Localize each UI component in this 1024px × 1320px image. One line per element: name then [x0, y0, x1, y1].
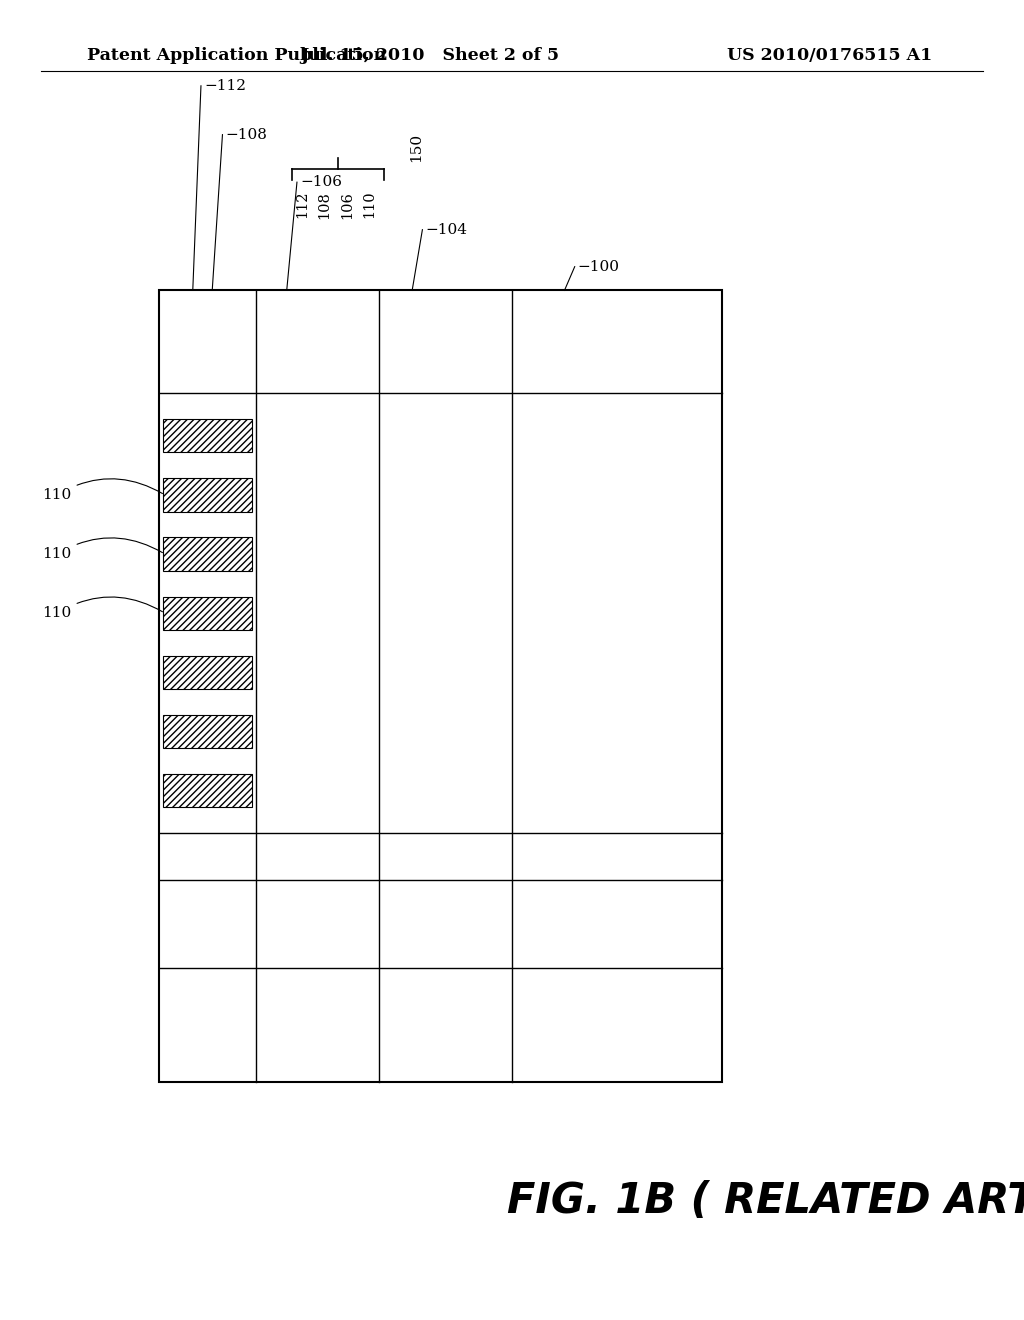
- Text: 108: 108: [317, 190, 332, 219]
- Bar: [163, 420, 252, 453]
- Text: −104: −104: [426, 223, 468, 236]
- Bar: [163, 597, 252, 630]
- Text: 110: 110: [42, 597, 163, 620]
- Bar: [163, 537, 252, 570]
- Bar: [163, 656, 252, 689]
- Text: 110: 110: [362, 191, 377, 218]
- Text: −106: −106: [300, 176, 342, 189]
- Bar: [163, 714, 252, 748]
- Bar: [159, 290, 722, 1082]
- Text: 110: 110: [42, 537, 163, 561]
- Bar: [163, 478, 252, 512]
- Text: 106: 106: [340, 190, 354, 219]
- Bar: [163, 774, 252, 807]
- Text: 110: 110: [42, 479, 163, 502]
- Text: 150: 150: [410, 133, 424, 162]
- Text: US 2010/0176515 A1: US 2010/0176515 A1: [727, 48, 932, 63]
- Text: Jul. 15, 2010   Sheet 2 of 5: Jul. 15, 2010 Sheet 2 of 5: [300, 48, 560, 63]
- Text: −100: −100: [578, 260, 620, 273]
- Text: −112: −112: [204, 79, 246, 92]
- Text: 112: 112: [295, 191, 309, 218]
- Text: FIG. 1B ( RELATED ART ): FIG. 1B ( RELATED ART ): [507, 1180, 1024, 1222]
- Text: −108: −108: [225, 128, 267, 141]
- Text: Patent Application Publication: Patent Application Publication: [87, 48, 386, 63]
